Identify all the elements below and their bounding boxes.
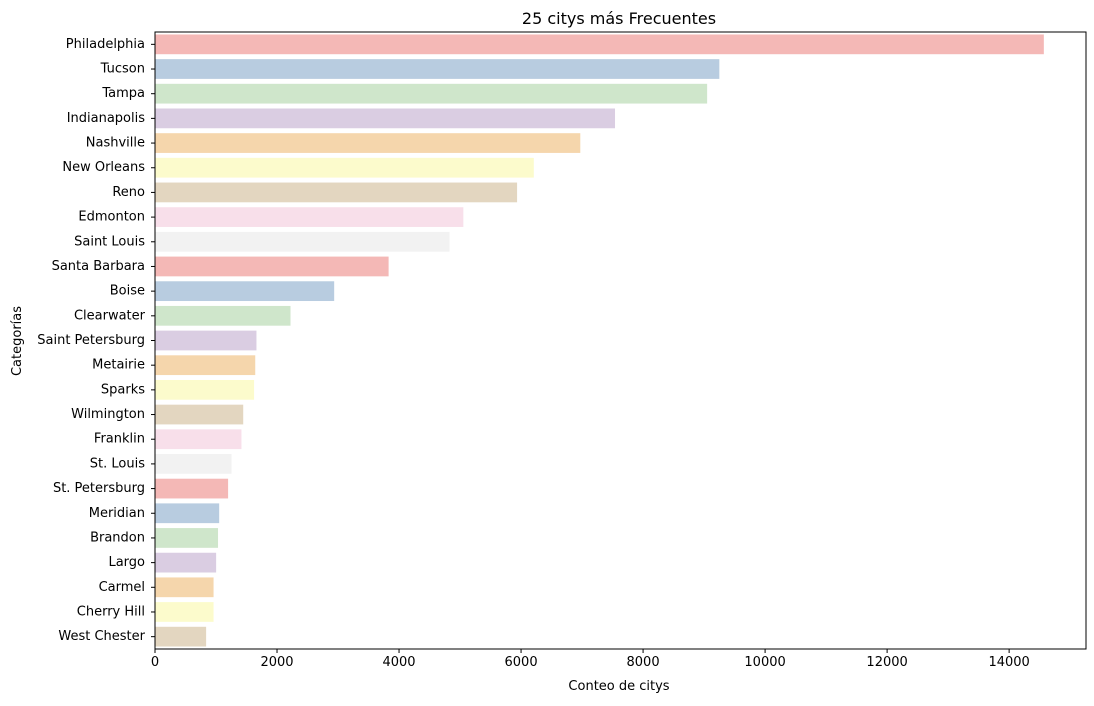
x-tick-label: 10000	[744, 655, 785, 670]
y-tick-label: Wilmington	[71, 407, 145, 422]
bar-brandon	[155, 528, 219, 548]
bar-philadelphia	[155, 34, 1044, 55]
y-tick-label: Franklin	[94, 432, 145, 447]
y-tick-label: Edmonton	[78, 210, 145, 225]
y-tick-label: Cherry Hill	[77, 604, 145, 619]
bar-metairie	[155, 355, 256, 376]
x-axis: 0 2000 4000 6000 8000 10000 12000 14000	[151, 649, 1030, 670]
y-tick-label: Saint Louis	[74, 234, 145, 249]
bar-tucson	[155, 59, 720, 79]
bar-nashville	[155, 133, 581, 153]
bars-group	[155, 34, 1044, 647]
y-tick-label: Meridian	[89, 506, 145, 521]
y-tick-label: St. Petersburg	[53, 481, 145, 496]
chart-title: 25 citys más Frecuentes	[522, 9, 716, 28]
bar-reno	[155, 182, 518, 203]
y-tick-label: Carmel	[99, 580, 145, 595]
x-tick-label: 8000	[627, 655, 660, 670]
y-tick-label: Metairie	[92, 358, 145, 373]
x-tick-label: 0	[151, 655, 159, 670]
y-tick-label: Saint Petersburg	[37, 333, 145, 348]
y-tick-label: Brandon	[90, 530, 145, 545]
bar-edmonton	[155, 207, 464, 227]
bar-carmel	[155, 577, 214, 598]
y-tick-label: Indianapolis	[67, 111, 146, 126]
y-tick-label: Clearwater	[74, 308, 146, 323]
x-tick-label: 4000	[382, 655, 415, 670]
y-tick-label: St. Louis	[90, 456, 145, 471]
y-tick-label: Tucson	[100, 62, 145, 77]
y-tick-label: Nashville	[86, 136, 145, 151]
bar-west-chester	[155, 626, 207, 647]
bar-meridian	[155, 503, 220, 524]
y-axis: Philadelphia Tucson Tampa Indianapolis Nashv…	[37, 37, 155, 644]
x-tick-label: 2000	[260, 655, 293, 670]
bar-indianapolis	[155, 108, 616, 129]
bar-boise	[155, 281, 335, 302]
y-tick-label: Philadelphia	[66, 37, 145, 52]
bar-cherry-hill	[155, 602, 214, 622]
plot-frame	[154, 31, 1087, 650]
bar-wilmington	[155, 404, 244, 425]
y-axis-label: Categorías	[10, 306, 25, 376]
bar-st-petersburg	[155, 478, 229, 499]
bar-sparks	[155, 379, 255, 400]
bar-santa-barbara	[155, 256, 389, 277]
x-axis-label: Conteo de citys	[568, 679, 669, 694]
bar-tampa	[155, 83, 708, 104]
x-tick-label: 14000	[988, 655, 1029, 670]
y-tick-label: Largo	[108, 555, 145, 570]
x-tick-label: 12000	[866, 655, 907, 670]
bar-st-louis	[155, 454, 232, 474]
bar-new-orleans	[155, 157, 534, 178]
bar-franklin	[155, 429, 242, 450]
bar-clearwater	[155, 305, 291, 326]
x-tick-label: 6000	[505, 655, 538, 670]
y-tick-label: New Orleans	[62, 160, 145, 175]
y-tick-label: Boise	[110, 284, 145, 299]
bar-largo	[155, 552, 217, 573]
y-tick-label: Tampa	[101, 86, 145, 101]
y-tick-label: West Chester	[58, 629, 145, 644]
bar-saint-louis	[155, 231, 450, 252]
bar-saint-petersburg	[155, 330, 257, 351]
y-tick-label: Sparks	[101, 382, 145, 397]
y-tick-label: Santa Barbara	[52, 259, 145, 274]
y-tick-label: Reno	[112, 185, 145, 200]
